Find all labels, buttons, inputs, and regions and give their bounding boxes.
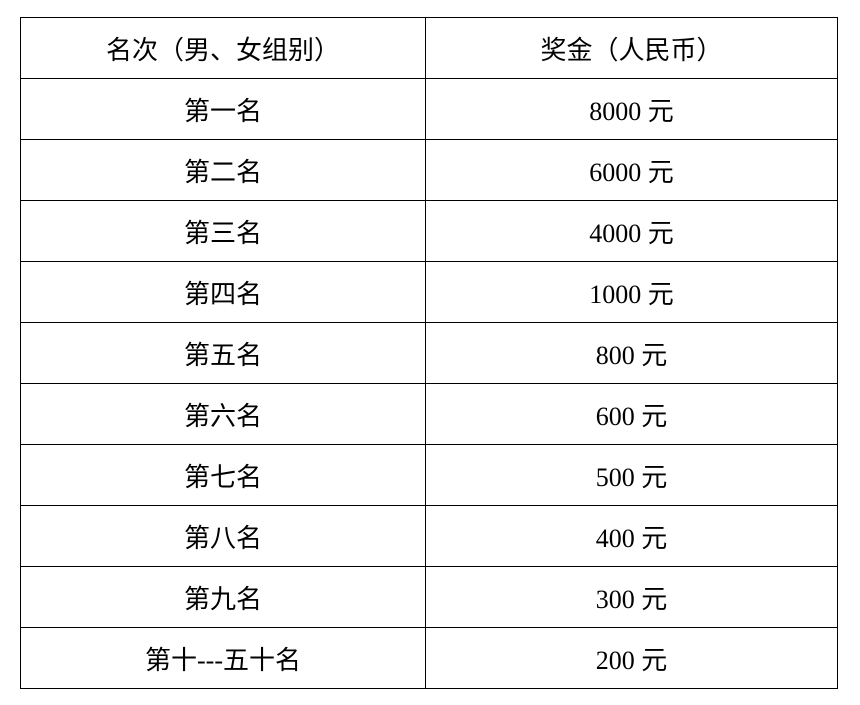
prize-cell: 4000 元 [425,200,838,262]
table-row: 第四名 1000 元 [20,261,838,323]
table-header-row: 名次（男、女组别） 奖金（人民币） [20,17,838,79]
header-prize: 奖金（人民币） [425,17,838,79]
prize-cell: 600 元 [425,383,838,445]
table-row: 第三名 4000 元 [20,200,838,262]
rank-cell: 第四名 [20,261,426,323]
rank-cell: 第二名 [20,139,426,201]
prize-cell: 800 元 [425,322,838,384]
rank-cell: 第九名 [20,566,426,628]
table-row: 第七名 500 元 [20,444,838,506]
table-row: 第八名 400 元 [20,505,838,567]
rank-cell: 第六名 [20,383,426,445]
prize-cell: 400 元 [425,505,838,567]
rank-cell: 第三名 [20,200,426,262]
header-rank: 名次（男、女组别） [20,17,426,79]
prize-table-body: 名次（男、女组别） 奖金（人民币） 第一名 8000 元第二名 6000 元第三名 4… [20,17,838,689]
prize-cell: 500 元 [425,444,838,506]
table-row: 第九名 300 元 [20,566,838,628]
prize-cell: 8000 元 [425,78,838,140]
rank-cell: 第一名 [20,78,426,140]
table-row: 第二名 6000 元 [20,139,838,201]
prize-cell: 1000 元 [425,261,838,323]
prize-cell: 300 元 [425,566,838,628]
rank-cell: 第五名 [20,322,426,384]
table-row: 第十---五十名 200 元 [20,627,838,689]
table-row: 第五名 800 元 [20,322,838,384]
rank-cell: 第十---五十名 [20,627,426,689]
prize-table: 名次（男、女组别） 奖金（人民币） 第一名 8000 元第二名 6000 元第三名 4… [20,17,838,689]
prize-cell: 200 元 [425,627,838,689]
table-row: 第一名 8000 元 [20,78,838,140]
prize-cell: 6000 元 [425,139,838,201]
rank-cell: 第七名 [20,444,426,506]
rank-cell: 第八名 [20,505,426,567]
table-row: 第六名 600 元 [20,383,838,445]
